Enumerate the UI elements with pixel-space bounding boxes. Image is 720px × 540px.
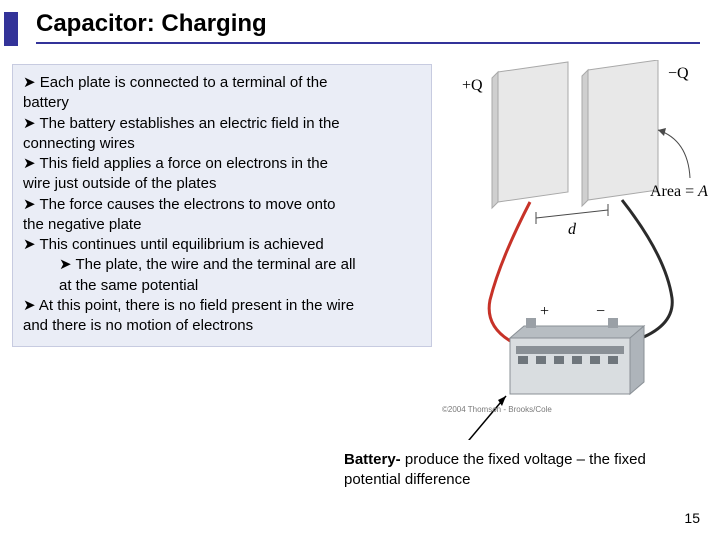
bullet-line: ➤ At this point, there is no field prese… xyxy=(23,296,421,316)
slide-title: Capacitor: Charging xyxy=(36,10,700,38)
distance-line xyxy=(536,210,608,218)
bullet-line: ➤ The battery establishes an electric fi… xyxy=(23,114,421,134)
bullet-line: connecting wires xyxy=(23,134,421,154)
diagram-svg: d +Q −Q Area = A + − xyxy=(440,60,708,440)
battery xyxy=(510,318,644,394)
bullet-line: the negative plate xyxy=(23,215,421,235)
area-callout-line xyxy=(658,130,690,178)
left-plate xyxy=(492,62,568,208)
d-label: d xyxy=(568,221,577,238)
bullet-line: battery xyxy=(23,93,421,113)
black-wire xyxy=(616,200,672,346)
plus-q-label: +Q xyxy=(462,77,483,94)
capacitor-diagram: d +Q −Q Area = A + − xyxy=(440,60,708,440)
bullet-line: ➤ This continues until equilibrium is ac… xyxy=(23,235,421,255)
bullet-line: and there is no motion of electrons xyxy=(23,316,421,336)
battery-plus-label: + xyxy=(540,303,549,320)
page-number: 15 xyxy=(684,510,700,526)
bullet-line: ➤ The force causes the electrons to move… xyxy=(23,195,421,215)
right-plate xyxy=(582,60,658,206)
battery-minus-label: − xyxy=(596,303,605,320)
bullet-line: wire just outside of the plates xyxy=(23,174,421,194)
caption-arrow-line xyxy=(464,396,506,440)
bullet-subline: at the same potential xyxy=(23,276,421,296)
battery-caption: Battery- produce the fixed voltage – the… xyxy=(344,450,684,489)
minus-q-label: −Q xyxy=(668,65,689,82)
battery-terminal-neg xyxy=(608,318,618,328)
area-callout-arrowhead xyxy=(658,128,666,136)
battery-terminal-pos xyxy=(526,318,536,328)
red-wire xyxy=(489,202,530,346)
area-label: Area = A xyxy=(650,183,708,200)
bullet-line: ➤ This field applies a force on electron… xyxy=(23,154,421,174)
title-container: Capacitor: Charging xyxy=(36,10,700,44)
caption-bold: Battery- xyxy=(344,451,401,468)
bullet-line: ➤ Each plate is connected to a terminal … xyxy=(23,73,421,93)
copyright-text: ©2004 Thomson - Brooks/Cole xyxy=(442,405,552,414)
bullet-text-box: ➤ Each plate is connected to a terminal … xyxy=(12,64,432,347)
title-accent-bar xyxy=(4,12,18,46)
bullet-subline: ➤ The plate, the wire and the terminal a… xyxy=(23,255,421,275)
